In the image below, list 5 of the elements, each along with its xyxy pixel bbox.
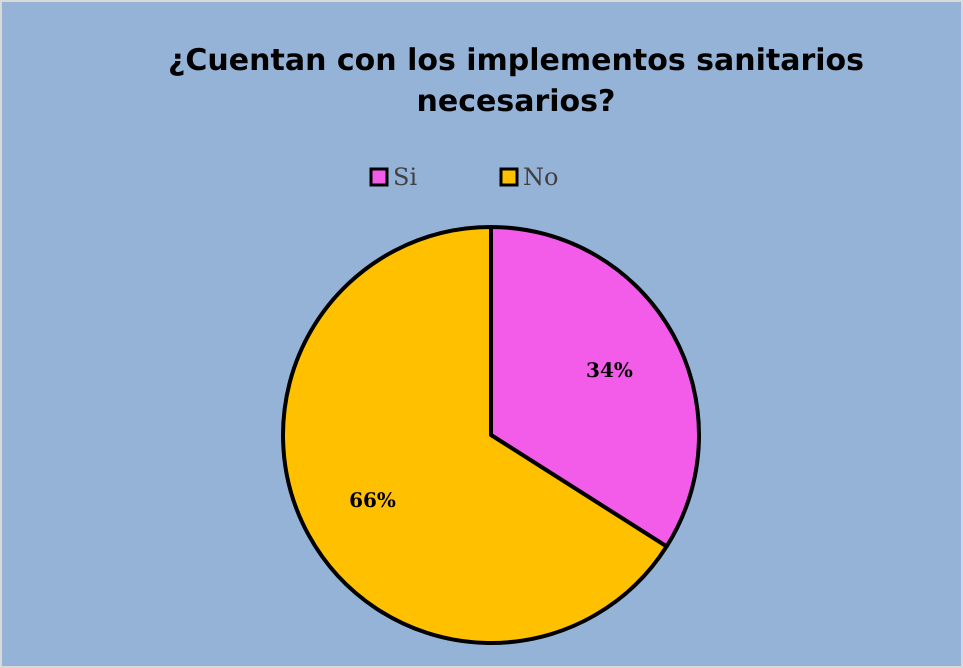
data-label: 34%	[586, 358, 633, 382]
data-label: 66%	[349, 488, 396, 512]
chart-title: ¿Cuentan con los implementos sanitarios necesarios?	[168, 43, 864, 119]
legend-label: No	[523, 163, 558, 191]
legend-label: Si	[393, 163, 418, 191]
